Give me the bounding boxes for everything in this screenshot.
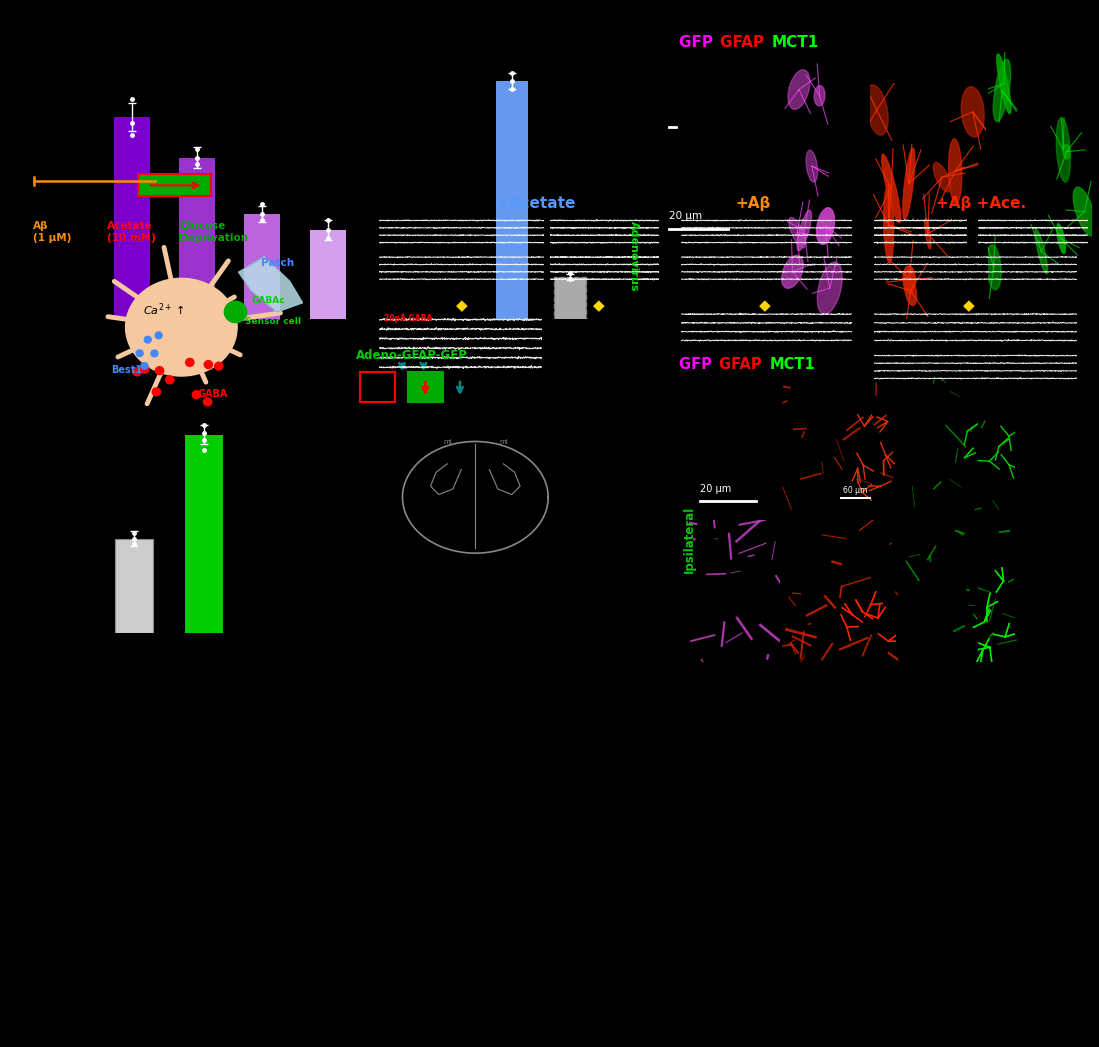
Ellipse shape — [789, 218, 806, 248]
Text: ◆: ◆ — [964, 298, 975, 313]
Circle shape — [203, 398, 212, 406]
Text: 20pA GABA: 20pA GABA — [384, 314, 432, 324]
Ellipse shape — [817, 207, 834, 244]
Text: MCT1: MCT1 — [769, 357, 815, 372]
Ellipse shape — [924, 219, 931, 249]
Circle shape — [192, 391, 201, 399]
Text: 20 μm: 20 μm — [700, 484, 731, 494]
Ellipse shape — [997, 54, 1011, 113]
Text: mi: mi — [443, 440, 452, 445]
Ellipse shape — [933, 162, 951, 192]
Text: GFAP: GFAP — [719, 357, 766, 372]
Circle shape — [151, 350, 158, 357]
Circle shape — [155, 332, 162, 338]
Ellipse shape — [903, 149, 914, 220]
Text: Patch: Patch — [262, 259, 295, 268]
Ellipse shape — [993, 60, 1011, 121]
Bar — [244, 215, 280, 319]
Text: Acetate
(10 mM): Acetate (10 mM) — [107, 221, 155, 243]
Text: MCT1: MCT1 — [771, 36, 819, 50]
Text: ◆: ◆ — [759, 298, 770, 313]
Text: Glucose
Deprivation: Glucose Deprivation — [179, 221, 248, 243]
Ellipse shape — [865, 85, 888, 135]
Bar — [113, 117, 149, 319]
Ellipse shape — [806, 150, 818, 182]
Bar — [497, 81, 529, 319]
Text: +Acetate: +Acetate — [497, 197, 576, 211]
Circle shape — [224, 302, 246, 322]
Bar — [360, 372, 395, 402]
Text: GABA: GABA — [197, 389, 227, 399]
Bar — [185, 435, 223, 633]
Ellipse shape — [1035, 229, 1047, 274]
Text: GABAc: GABAc — [252, 295, 285, 305]
Text: GFP: GFP — [679, 36, 719, 50]
Bar — [310, 230, 346, 319]
Text: ACE/FDG-μPET
(baseline): ACE/FDG-μPET (baseline) — [371, 634, 407, 678]
Text: Best1: Best1 — [111, 365, 143, 375]
Bar — [114, 539, 153, 633]
Text: GFAP: GFAP — [720, 36, 769, 50]
Bar — [138, 174, 211, 196]
Ellipse shape — [797, 210, 811, 250]
Ellipse shape — [903, 266, 915, 293]
Ellipse shape — [1063, 144, 1070, 159]
Ellipse shape — [948, 139, 962, 203]
Ellipse shape — [781, 255, 803, 288]
Circle shape — [136, 350, 143, 357]
Ellipse shape — [788, 70, 810, 109]
Text: GFP: GFP — [679, 357, 718, 372]
Ellipse shape — [884, 186, 893, 263]
Text: $Ca^{2+}\uparrow$: $Ca^{2+}\uparrow$ — [143, 302, 185, 318]
Ellipse shape — [1057, 224, 1065, 253]
Circle shape — [133, 367, 141, 376]
Bar — [408, 372, 443, 402]
Circle shape — [214, 362, 223, 371]
Circle shape — [166, 376, 174, 384]
Text: 60 μm: 60 μm — [843, 486, 867, 495]
Circle shape — [153, 387, 160, 396]
Circle shape — [155, 366, 164, 375]
Circle shape — [141, 362, 148, 370]
Ellipse shape — [881, 154, 901, 223]
Text: Adeno-GFAP-GFP: Adeno-GFAP-GFP — [356, 350, 468, 362]
Text: mi: mi — [499, 440, 508, 445]
Text: FDG: FDG — [585, 634, 597, 648]
Text: ◆: ◆ — [456, 298, 467, 313]
Text: +Aβ: +Aβ — [735, 197, 770, 211]
Text: ◆: ◆ — [593, 298, 604, 313]
Circle shape — [204, 360, 212, 369]
Circle shape — [144, 336, 152, 343]
Ellipse shape — [814, 86, 825, 106]
Circle shape — [186, 358, 193, 366]
Circle shape — [141, 365, 148, 373]
Text: Virus cocktail
injection: Virus cocktail injection — [444, 634, 477, 674]
Bar — [554, 276, 586, 319]
Ellipse shape — [962, 87, 985, 137]
Ellipse shape — [1074, 187, 1096, 236]
Text: Aβ
(1 μM): Aβ (1 μM) — [33, 221, 71, 243]
Ellipse shape — [818, 262, 842, 314]
Ellipse shape — [125, 279, 237, 376]
Bar — [179, 157, 215, 319]
Text: ACE-μPET: ACE-μPET — [520, 634, 542, 662]
Text: 20 μm: 20 μm — [668, 210, 702, 221]
Ellipse shape — [1056, 117, 1070, 182]
Ellipse shape — [904, 275, 917, 306]
Text: +Aβ +Ace.: +Aβ +Ace. — [936, 197, 1026, 211]
Ellipse shape — [986, 245, 1001, 290]
Polygon shape — [238, 257, 302, 312]
Text: Sensor cell: Sensor cell — [245, 317, 301, 326]
Text: Adenovirus: Adenovirus — [629, 221, 639, 292]
Text: Ipsilateral: Ipsilateral — [682, 506, 696, 573]
